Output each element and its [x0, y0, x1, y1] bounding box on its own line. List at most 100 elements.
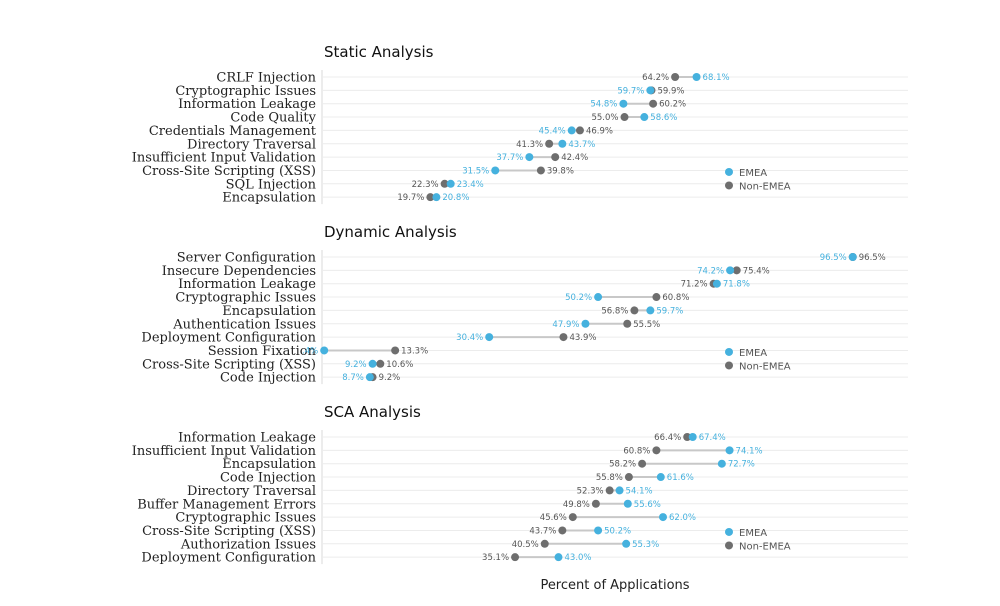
legend-marker — [725, 527, 733, 536]
category-label: Encapsulation — [222, 191, 316, 206]
non-emea-value-label: 60.2% — [659, 100, 686, 110]
category-label: Cryptographic Issues — [175, 511, 316, 526]
category-label: Information Leakage — [178, 431, 316, 446]
non-emea-value-label: 60.8% — [623, 446, 650, 456]
emea-point — [726, 266, 735, 275]
non-emea-value-label: 56.8% — [601, 306, 628, 316]
non-emea-point — [649, 99, 658, 108]
emea-point — [712, 279, 721, 288]
category-label: Session Fixation — [208, 344, 317, 359]
non-emea-point — [568, 513, 577, 522]
emea-value-label: 23.4% — [457, 180, 484, 190]
non-emea-value-label: 55.5% — [633, 320, 660, 330]
category-label: Cryptographic Issues — [175, 291, 316, 306]
emea-point — [717, 459, 726, 468]
category-label: Server Configuration — [177, 251, 317, 266]
legend-marker — [725, 167, 733, 176]
non-emea-point — [440, 179, 449, 188]
non-emea-value-label: 13.3% — [401, 346, 428, 356]
category-label: Directory Traversal — [187, 137, 316, 152]
non-emea-point — [605, 486, 614, 495]
category-label: Authentication Issues — [172, 317, 316, 332]
emea-point — [615, 486, 624, 495]
non-emea-point — [536, 166, 545, 175]
category-label: CRLF Injection — [216, 71, 316, 86]
legend-label: EMEA — [739, 348, 767, 359]
non-emea-value-label: 42.4% — [561, 153, 588, 163]
non-emea-value-label: 46.9% — [586, 126, 613, 136]
non-emea-point — [671, 73, 680, 81]
non-emea-point — [591, 499, 600, 508]
non-emea-value-label: 75.4% — [743, 266, 770, 276]
non-emea-point — [652, 446, 661, 455]
emea-value-label: 71.8% — [723, 280, 750, 290]
emea-point — [567, 126, 576, 135]
non-emea-point — [683, 433, 692, 441]
non-emea-point — [545, 139, 554, 148]
emea-value-label: 61.6% — [667, 473, 694, 483]
category-label: Insufficient Input Validation — [132, 444, 317, 459]
emea-point — [725, 446, 734, 455]
legend-marker — [725, 347, 733, 356]
category-label: Code Quality — [230, 111, 316, 126]
non-emea-value-label: 58.2% — [609, 460, 636, 470]
non-emea-point — [624, 473, 633, 482]
emea-value-label: 55.6% — [634, 500, 661, 510]
emea-point — [619, 99, 628, 108]
category-label: Encapsulation — [222, 304, 316, 319]
legend-label: EMEA — [739, 168, 767, 179]
panel-title: Static Analysis — [324, 43, 434, 61]
emea-point — [432, 193, 441, 202]
emea-point — [320, 346, 329, 355]
non-emea-value-label: 52.3% — [577, 486, 604, 496]
category-label: Code Injection — [220, 371, 317, 386]
emea-point — [558, 139, 567, 148]
category-label: Authorization Issues — [180, 537, 316, 552]
emea-value-label: 50.2% — [604, 526, 631, 536]
category-label: Encapsulation — [222, 457, 316, 472]
category-label: Information Leakage — [178, 277, 316, 292]
emea-point — [446, 179, 455, 188]
non-emea-point — [511, 553, 520, 562]
non-emea-value-label: 59.9% — [657, 86, 684, 96]
legend-label: Non-EMEA — [739, 541, 791, 552]
emea-value-label: 72.7% — [728, 460, 755, 470]
emea-point — [554, 553, 563, 562]
emea-point — [656, 473, 665, 482]
emea-value-label: 59.7% — [656, 306, 683, 316]
non-emea-value-label: 55.0% — [591, 113, 618, 123]
emea-value-label: 54.1% — [626, 486, 653, 496]
emea-value-label: 8.7% — [342, 373, 364, 383]
non-emea-point — [376, 359, 385, 368]
non-emea-value-label: 60.8% — [662, 293, 689, 303]
emea-value-label: .4% — [302, 346, 318, 356]
legend-label: Non-EMEA — [739, 361, 791, 372]
category-label: SQL Injection — [226, 177, 317, 192]
emea-value-label: 20.8% — [442, 193, 469, 203]
non-emea-point — [426, 193, 435, 202]
category-label: Information Leakage — [178, 97, 316, 112]
non-emea-point — [620, 113, 629, 122]
emea-value-label: 62.0% — [669, 513, 696, 523]
emea-value-label: 74.2% — [697, 266, 724, 276]
emea-point — [692, 73, 701, 81]
category-label: Buffer Management Errors — [137, 497, 316, 512]
non-emea-point — [638, 459, 647, 468]
non-emea-value-label: 64.2% — [642, 73, 669, 83]
non-emea-value-label: 10.6% — [386, 360, 413, 370]
emea-point — [594, 293, 603, 302]
emea-value-label: 30.4% — [456, 333, 483, 343]
category-label: Code Injection — [220, 471, 317, 486]
non-emea-value-label: 55.8% — [596, 473, 623, 483]
category-label: Cross-Site Scripting (XSS) — [142, 164, 316, 179]
non-emea-point — [558, 526, 567, 535]
non-emea-value-label: 43.9% — [569, 333, 596, 343]
emea-point — [646, 306, 655, 315]
emea-value-label: 55.3% — [632, 540, 659, 550]
emea-point — [646, 86, 655, 95]
x-axis-title: Percent of Applications — [540, 578, 689, 593]
emea-point — [848, 253, 857, 261]
emea-value-label: 9.2% — [345, 360, 367, 370]
emea-point — [368, 359, 377, 368]
